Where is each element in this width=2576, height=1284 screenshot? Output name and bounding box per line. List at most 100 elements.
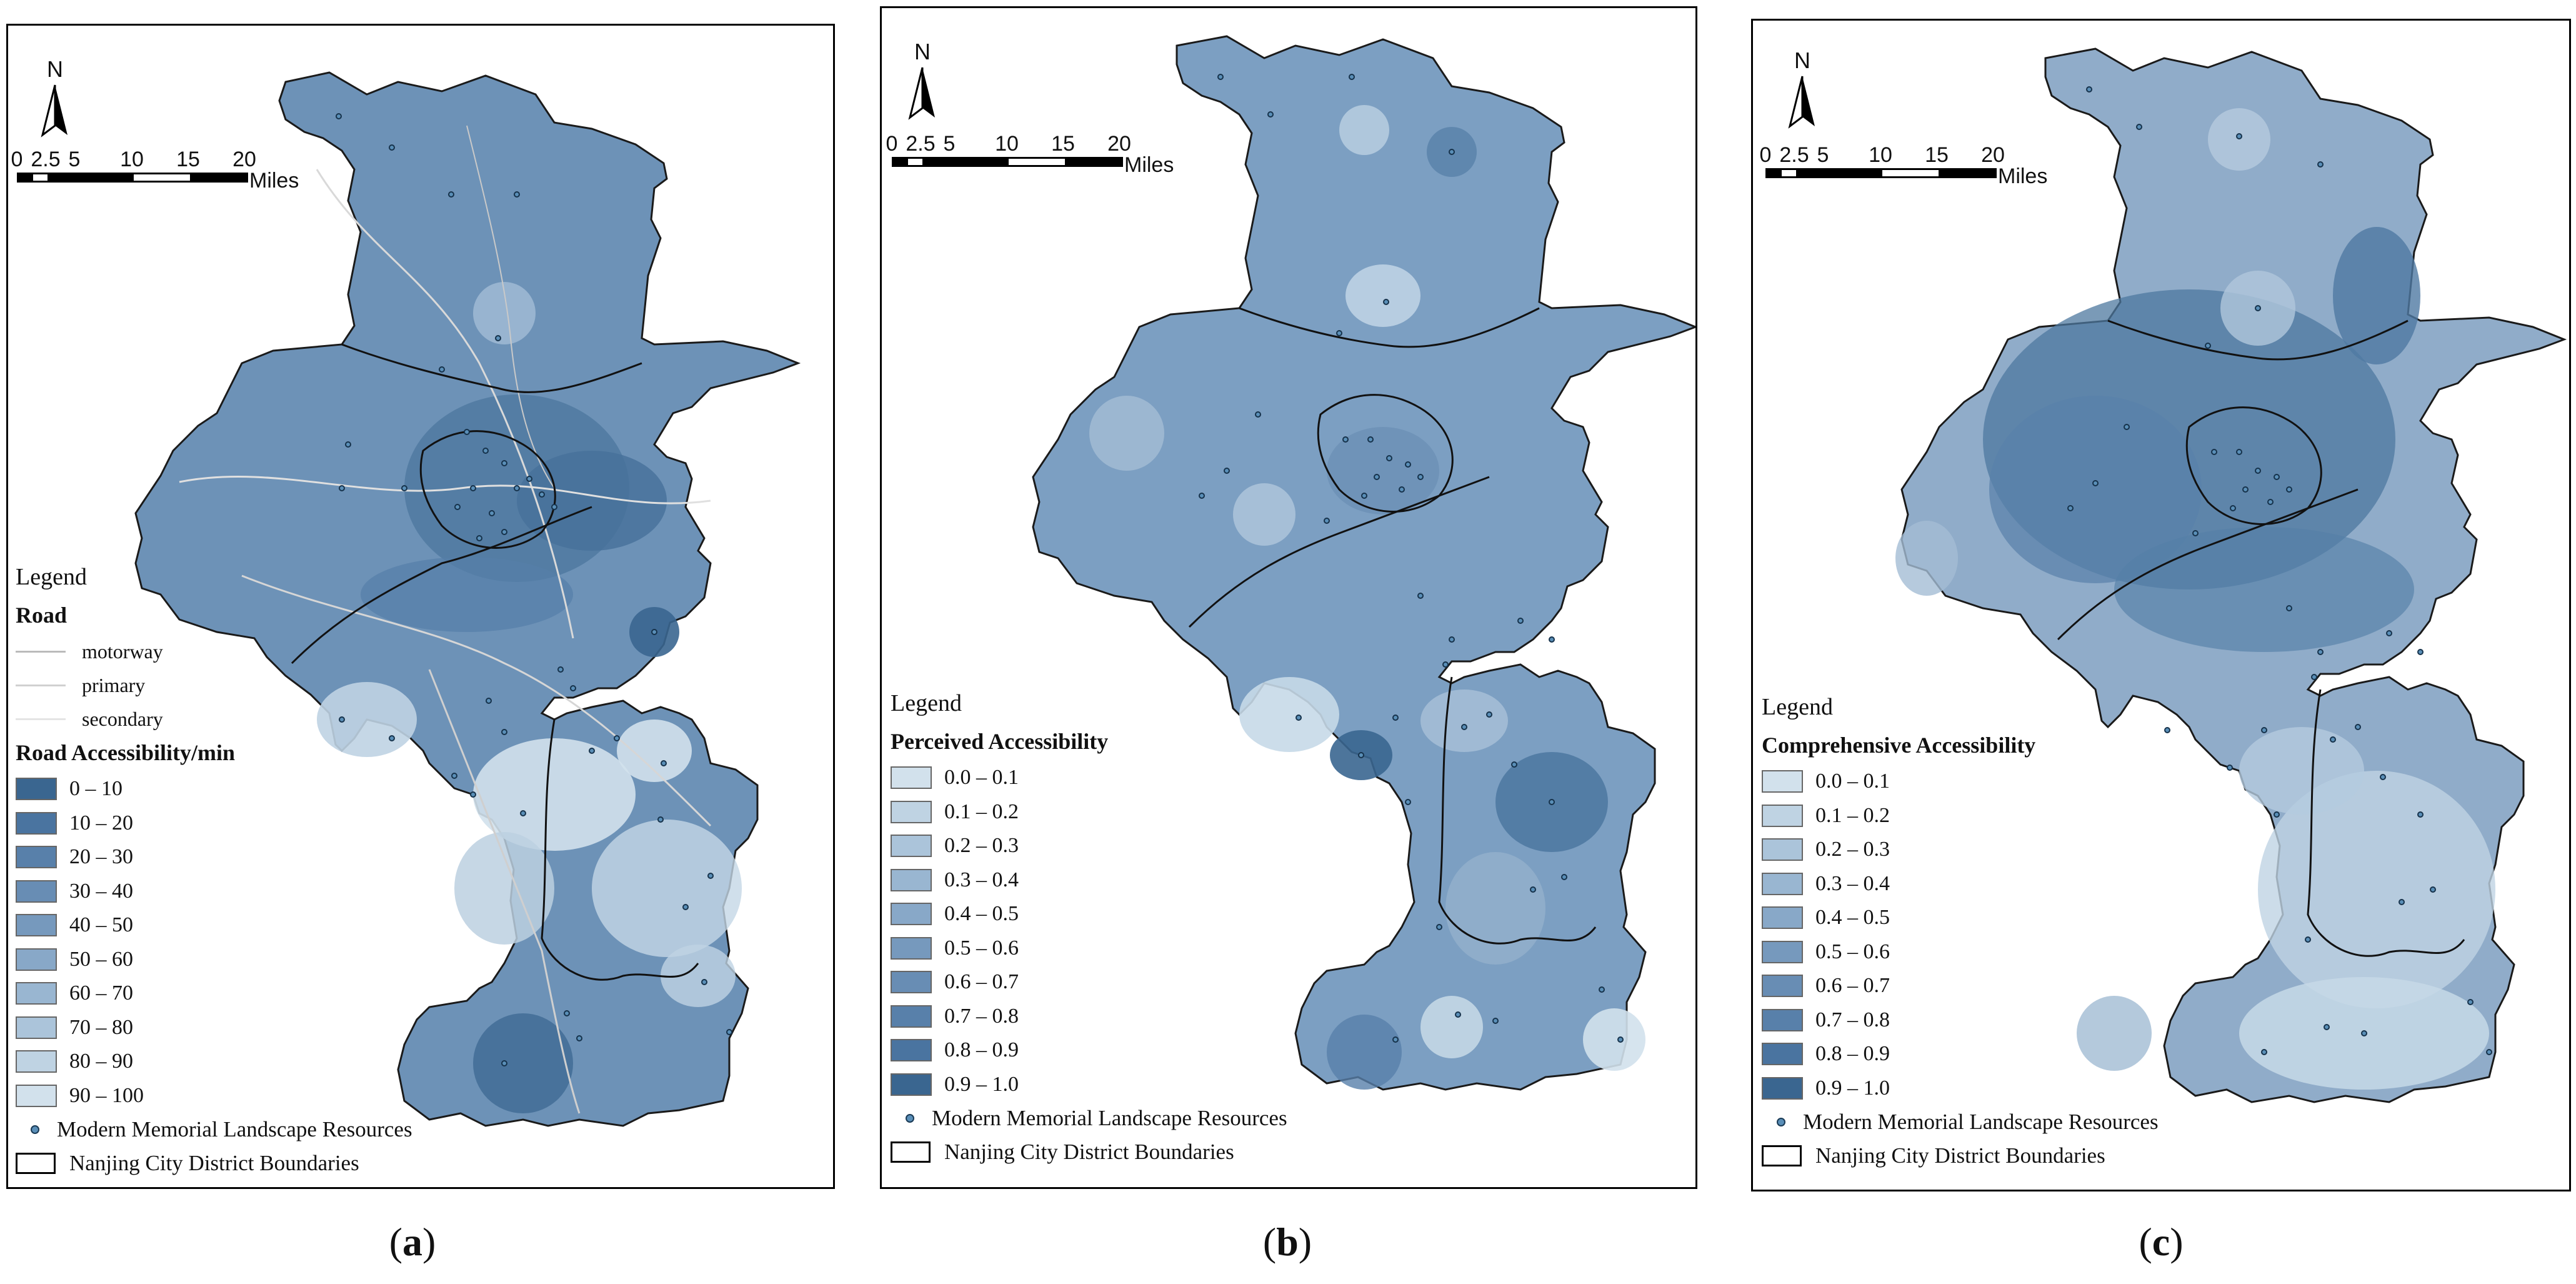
scale-bar-segments	[1765, 168, 1997, 178]
scale-ticks: 0 2.5 5 10 15 20	[11, 148, 276, 173]
class-swatch	[16, 1016, 57, 1039]
point-marker-icon	[1777, 1118, 1785, 1126]
class-row: 0.6 – 0.7	[1762, 969, 2159, 1003]
class-label: 0.3 – 0.4	[1815, 871, 1890, 895]
scale-tick: 20	[232, 148, 256, 171]
class-swatch	[891, 835, 932, 858]
class-row: 0.0 – 0.1	[1762, 765, 2159, 799]
boundary-symbol-icon	[1762, 1145, 1802, 1166]
class-swatch	[891, 971, 932, 994]
legend-points: Modern Memorial Landscape Resources	[891, 1101, 1287, 1135]
class-row: 70 – 80	[16, 1011, 412, 1045]
class-row: 10 – 20	[16, 806, 412, 841]
road-label: secondary	[82, 707, 163, 730]
class-row: 0 – 10	[16, 772, 412, 806]
class-row: 0.3 – 0.4	[891, 863, 1287, 898]
class-label: 0.8 – 0.9	[944, 1038, 1019, 1062]
scale-tick: 5	[943, 132, 956, 156]
caption-c: (c)	[2139, 1220, 2184, 1264]
scale-ticks: 0 2.5 5 10 15 20	[1759, 143, 2024, 168]
legend-boundary: Nanjing City District Boundaries	[891, 1135, 1287, 1169]
class-swatch	[16, 982, 57, 1005]
class-label: 0.2 – 0.3	[1815, 838, 1890, 861]
class-row: 90 – 100	[16, 1079, 412, 1113]
class-swatch	[1762, 1008, 1803, 1031]
points-label: Modern Memorial Landscape Resources	[57, 1117, 412, 1141]
north-arrow: N	[33, 57, 77, 141]
north-arrow: N	[1780, 48, 1824, 133]
legend-points: Modern Memorial Landscape Resources	[1762, 1105, 2159, 1139]
class-row: 0.3 – 0.4	[1762, 867, 2159, 901]
scale-tick: 5	[68, 148, 81, 171]
legend-c: Legend Comprehensive Accessibility 0.0 –…	[1762, 693, 2159, 1173]
class-label: 0.6 – 0.7	[944, 970, 1019, 994]
class-swatch	[16, 880, 57, 903]
class-label: 90 – 100	[69, 1083, 144, 1107]
class-row: 0.7 – 0.8	[1762, 1003, 2159, 1038]
class-row: 0.4 – 0.5	[891, 897, 1287, 931]
class-label: 0.0 – 0.1	[944, 766, 1019, 790]
class-row: 0.9 – 1.0	[891, 1068, 1287, 1102]
caption-letter: a	[402, 1220, 422, 1264]
class-row: 0.5 – 0.6	[1762, 935, 2159, 970]
scale-tick: 0	[886, 132, 898, 156]
class-label: 0.6 – 0.7	[1815, 974, 1890, 998]
map-panel-a: N 0 2.5 5 10 15 20 Miles Legend Road mot…	[6, 24, 835, 1189]
boundary-label: Nanjing City District Boundaries	[944, 1140, 1234, 1164]
scale-tick: 20	[1981, 143, 2005, 167]
class-row: 80 – 90	[16, 1045, 412, 1079]
class-swatch	[891, 936, 932, 960]
class-swatch	[16, 846, 57, 869]
scale-tick: 10	[995, 132, 1019, 156]
class-label: 0.4 – 0.5	[1815, 906, 1890, 930]
classes-title: Comprehensive Accessibility	[1762, 733, 2036, 758]
scale-bar: 0 2.5 5 10 15 20 Miles	[11, 148, 299, 193]
class-row: 0.2 – 0.3	[1762, 833, 2159, 867]
class-swatch	[891, 1005, 932, 1028]
caption-letter: b	[1276, 1220, 1299, 1264]
legend-title: Legend	[16, 564, 87, 590]
class-label: 0.7 – 0.8	[944, 1004, 1019, 1028]
class-label: 20 – 30	[69, 845, 133, 869]
class-row: 0.4 – 0.5	[1762, 901, 2159, 935]
class-label: 0.9 – 1.0	[1815, 1076, 1890, 1100]
class-swatch	[1762, 872, 1803, 895]
scale-bar-segments	[17, 173, 248, 183]
class-label: 0.1 – 0.2	[944, 800, 1019, 823]
class-row: 60 – 70	[16, 976, 412, 1011]
north-label: N	[914, 39, 931, 64]
north-label: N	[1794, 48, 1810, 73]
north-label: N	[47, 56, 63, 82]
class-row: 0.5 – 0.6	[891, 931, 1287, 966]
class-label: 60 – 70	[69, 981, 133, 1005]
class-label: 0.2 – 0.3	[944, 834, 1019, 858]
scale-unit: Miles	[249, 169, 299, 193]
class-label: 0.4 – 0.5	[944, 902, 1019, 926]
boundary-label: Nanjing City District Boundaries	[69, 1151, 359, 1175]
classes-title: Road Accessibility/min	[16, 740, 236, 765]
scale-tick: 10	[1869, 143, 1892, 167]
scale-tick: 0	[1759, 143, 1772, 167]
boundary-symbol-icon	[891, 1141, 931, 1163]
class-swatch	[1762, 975, 1803, 998]
north-arrow-icon	[41, 84, 67, 138]
legend-points: Modern Memorial Landscape Resources	[16, 1113, 412, 1146]
boundary-label: Nanjing City District Boundaries	[1815, 1143, 2105, 1168]
class-label: 0.1 – 0.2	[1815, 803, 1890, 827]
scale-bar-segments	[892, 157, 1123, 167]
class-swatch	[1762, 1043, 1803, 1066]
caption-a: (a)	[389, 1220, 436, 1264]
class-label: 40 – 50	[69, 913, 133, 937]
map-panel-c: N 0 2.5 5 10 15 20 Miles Legend Comprehe…	[1751, 19, 2571, 1191]
class-swatch	[1762, 838, 1803, 861]
class-label: 50 – 60	[69, 947, 133, 971]
north-arrow-icon	[1788, 76, 1815, 129]
scale-tick: 2.5	[1779, 143, 1809, 167]
class-swatch	[1762, 940, 1803, 963]
scale-unit: Miles	[1998, 164, 2048, 188]
class-swatch	[1762, 906, 1803, 930]
scale-tick: 5	[1817, 143, 1829, 167]
scale-tick: 10	[120, 148, 144, 171]
class-row: 0.8 – 0.9	[891, 1033, 1287, 1068]
scale-tick: 15	[1925, 143, 1949, 167]
